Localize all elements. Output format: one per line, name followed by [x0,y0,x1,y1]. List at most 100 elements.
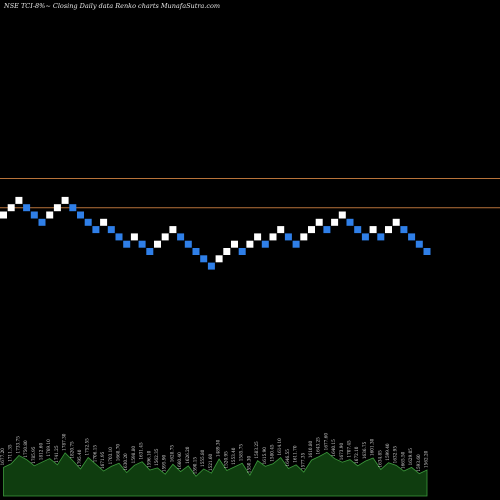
brick-down [261,240,269,248]
volume-label: 1750.80 [23,440,28,458]
volume-label: 1614.10 [277,438,282,456]
volume-label: 1550.30 [246,456,251,474]
volume-label: 1555.80 [200,449,205,467]
volume-label: 1599.40 [385,443,390,461]
volume-label: 1672.10 [354,446,359,464]
volume-label: 1706.15 [92,445,97,463]
brick-down [408,233,416,241]
volume-label: 1562.20 [424,450,429,468]
brick-up [254,233,262,241]
brick-up [100,218,108,226]
volume-label: 1562.35 [154,448,159,466]
volume-label: 1590.15 [193,457,198,475]
brick-up [0,211,7,219]
brick-up [392,218,400,226]
volume-label: 1631.45 [139,442,144,460]
volume-label: 1630.20 [123,453,128,471]
volume-label: 1585.75 [239,444,244,462]
brick-down [354,226,362,234]
brick-down [69,204,77,212]
volume-label: 1520.95 [223,451,228,469]
volume-label: 1593.60 [416,454,421,472]
brick-down [400,226,408,234]
volume-label: 1733.75 [15,436,20,454]
brick-up [7,204,15,212]
volume-label: 1677.60 [323,433,328,451]
brick-down [30,211,38,219]
brick-up [385,226,392,234]
volume-label: 1660.40 [177,452,182,470]
brick-down [192,248,200,255]
brick-down [184,240,192,248]
volume-label: 1580.45 [270,444,275,462]
volume-label: 1611.70 [293,445,298,463]
brick-up [15,196,23,204]
volume-label: 1646.55 [285,449,290,467]
volume-label: 1820.75 [69,441,74,459]
brick-up [269,233,277,241]
volume-label: 1636.75 [362,442,367,460]
brick-down [292,240,300,248]
brick-up [154,240,161,248]
brick-up [161,233,169,241]
volume-label: 1703.10 [108,447,113,465]
volume-label: 1769.10 [46,439,51,457]
volume-panel: 1677.20 1711.35 1733.75 1750.80 1785.95 1812.… [0,433,429,497]
brick-down [107,226,115,234]
brick-down [177,233,185,241]
volume-label: 1707.45 [347,440,352,458]
brick-down [138,240,146,248]
brick-up [300,233,308,241]
brick-down [123,240,131,248]
brick-down [238,248,246,255]
volume-label: 1615.90 [262,447,267,465]
brick-up [231,240,238,248]
volume-label: 1787.30 [62,433,67,451]
volume-label: 1673.90 [339,443,344,461]
volume-label: 1610.80 [308,440,313,458]
brick-down [146,248,154,255]
volume-label: 1752.55 [85,438,90,456]
brick-down [92,226,100,234]
brick-up [46,211,54,219]
brick-down [284,233,292,241]
brick-down [200,255,208,263]
brick-up [223,248,231,255]
brick-down [77,211,84,219]
volume-label: 1795.40 [77,449,82,467]
brick-down [377,233,385,241]
volume-label: 1596.10 [146,450,151,468]
volume-label: 1711.35 [8,444,13,462]
brick-down [415,240,423,248]
volume-area [3,451,428,497]
brick-up [130,233,138,241]
brick-down [323,226,331,234]
brick-up [277,226,285,234]
brick-up [331,218,339,226]
volume-label: 1665.50 [400,451,405,469]
brick-down [84,218,92,226]
volume-label: 1812.60 [39,443,44,461]
volume-label: 1489.30 [216,439,221,457]
volume-label: 1626.20 [185,446,190,464]
volume-label: 1671.95 [100,451,105,469]
brick-up [338,211,346,219]
brick-up [308,226,315,234]
volume-label: 1785.95 [31,446,36,464]
brick-up [53,204,61,212]
brick-up [369,226,377,234]
volume-label: 1598.80 [131,446,136,464]
brick-down [346,218,354,226]
volume-label: 1595.90 [162,455,167,473]
brick-up [169,226,177,234]
volume-label: 1668.70 [116,444,121,462]
brick-down [361,233,369,241]
brick-down [38,218,46,226]
brick-up [215,255,223,263]
brick-down [115,233,123,241]
chart-title: NSE TCI-8%~ Closing Daily data Renko cha… [3,2,220,10]
brick-down [23,204,31,212]
volume-label: 1677.20 [0,448,5,466]
volume-label: 1553.40 [231,447,236,465]
